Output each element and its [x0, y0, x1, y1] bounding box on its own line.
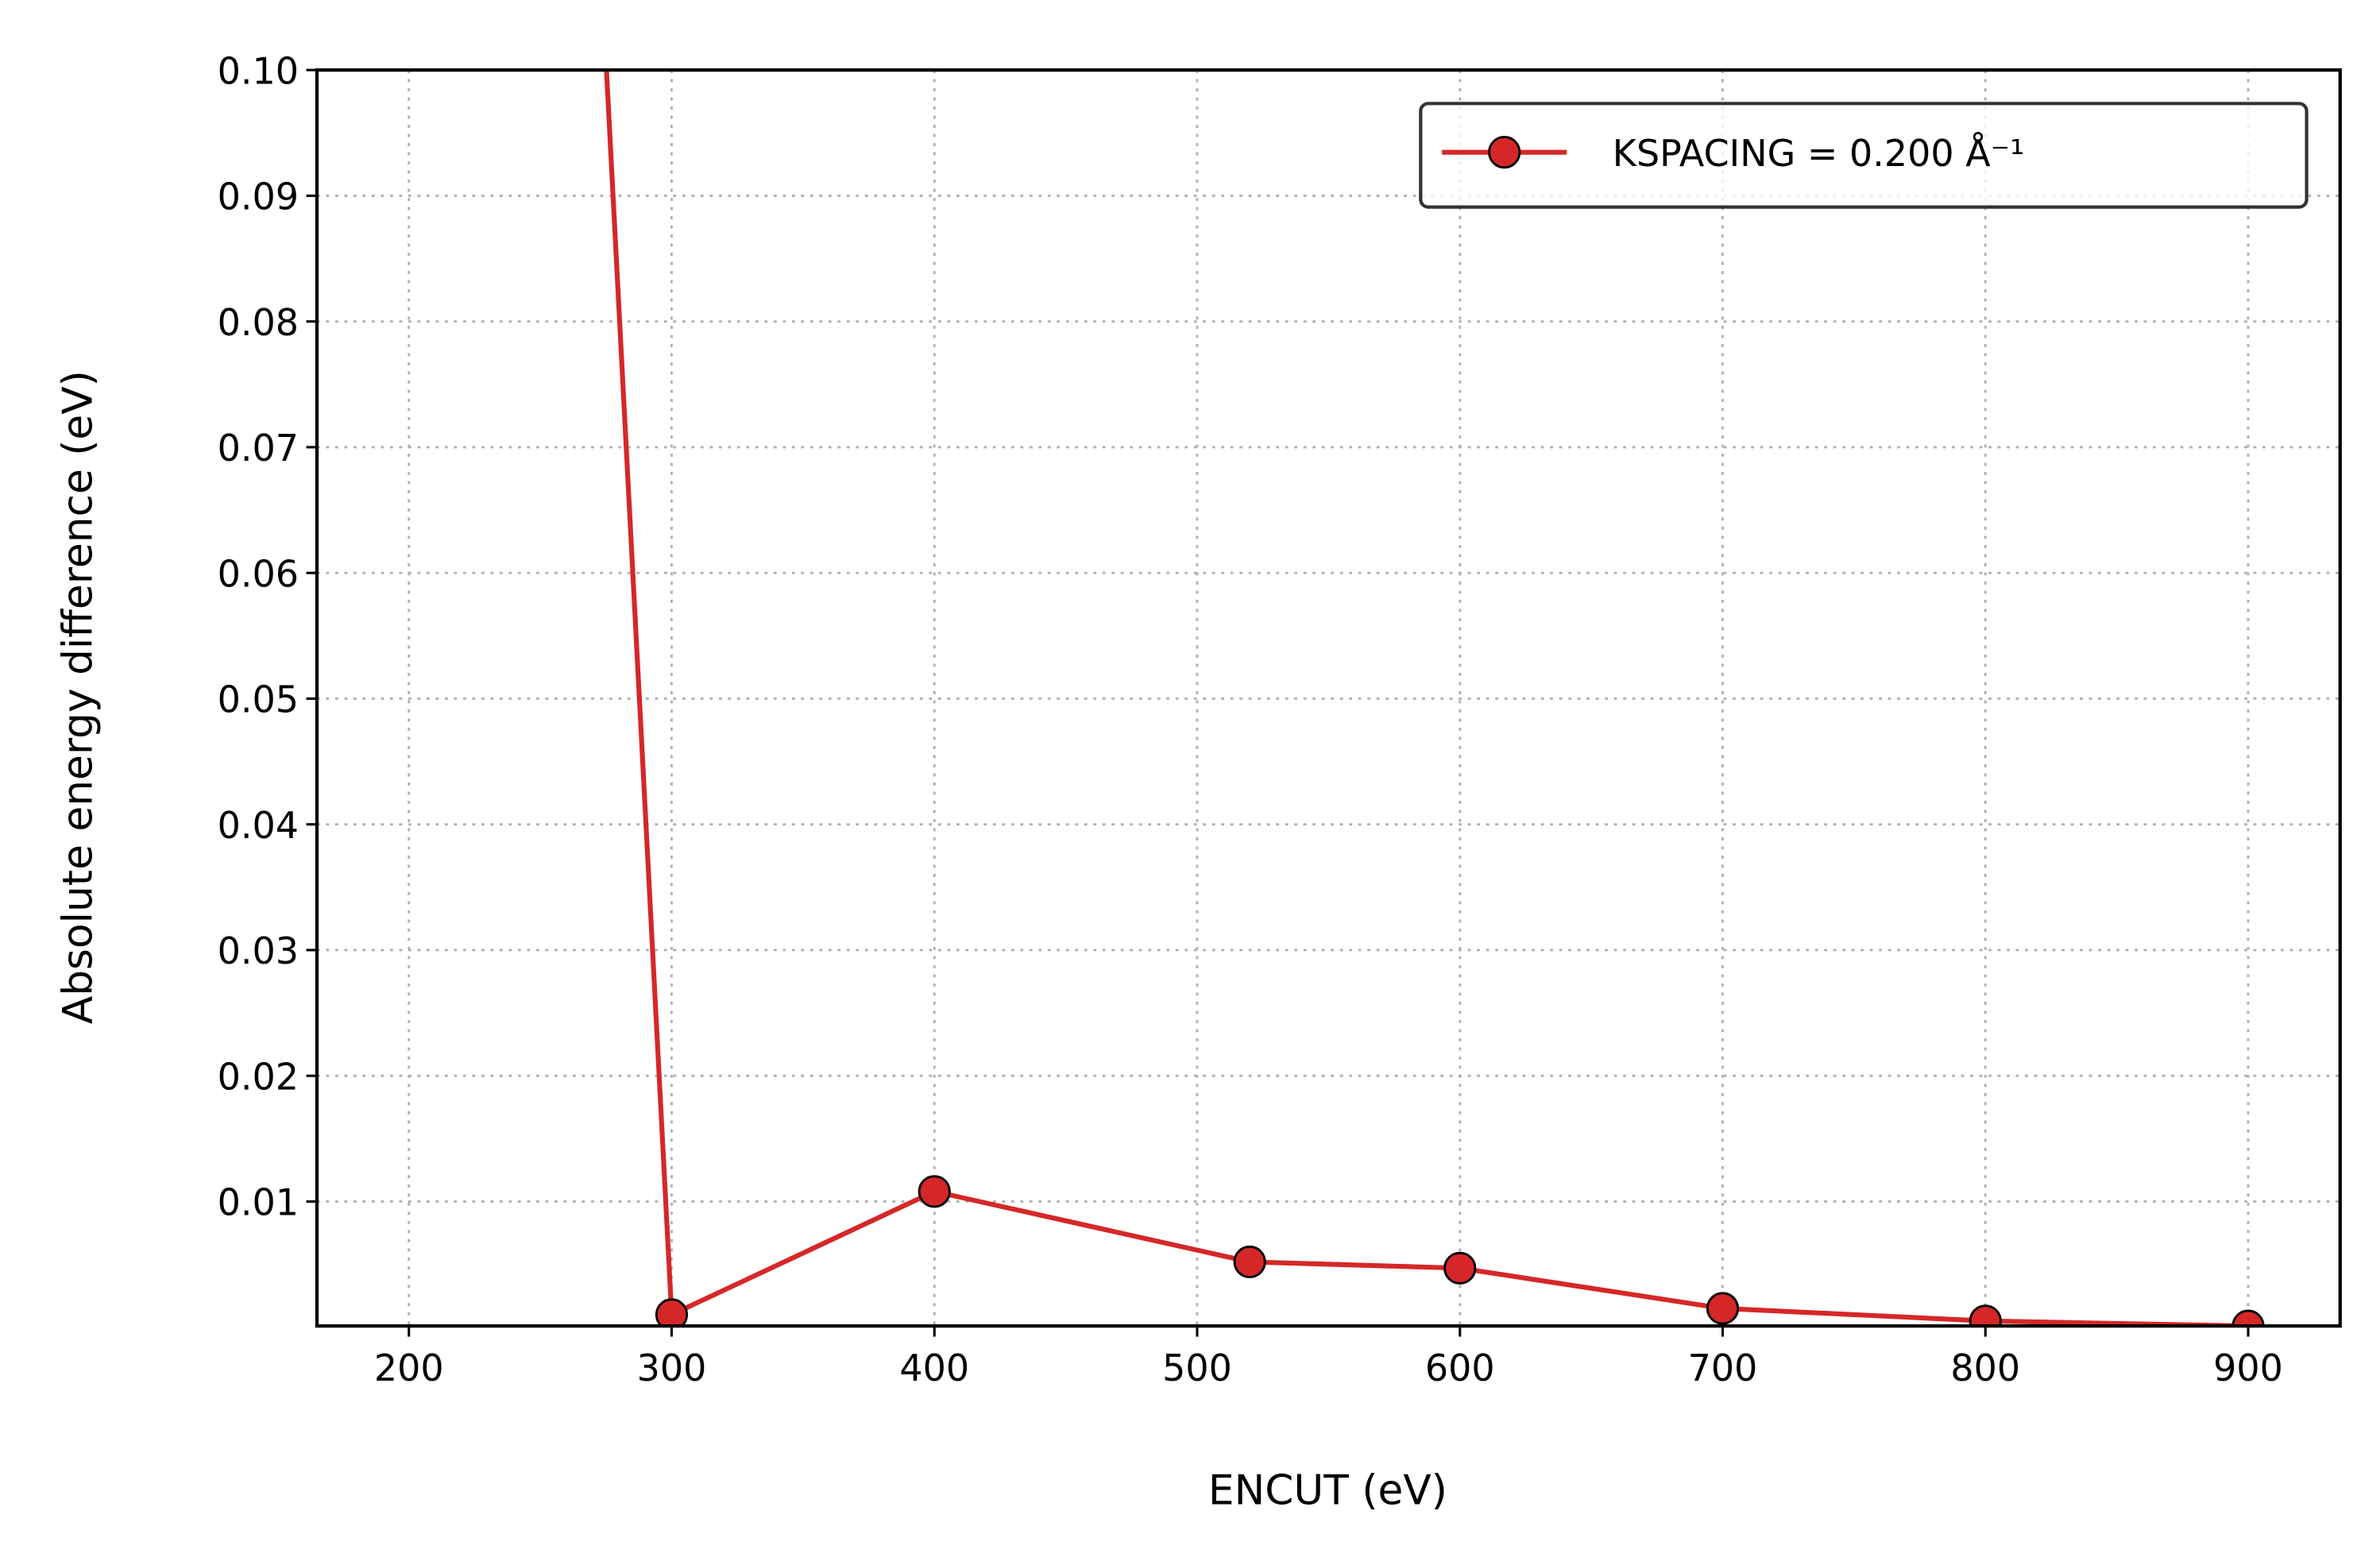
x-tick-label: 800: [1950, 1347, 2020, 1389]
x-tick-label: 500: [1162, 1347, 1232, 1389]
y-tick-label: 0.03: [218, 929, 299, 972]
y-tick-label: 0.07: [218, 427, 299, 470]
data-point: [2231, 1309, 2265, 1327]
x-axis-label: ENCUT (eV): [1208, 1466, 1447, 1514]
legend-marker: [1488, 136, 1521, 169]
y-tick-label: 0.10: [218, 49, 299, 92]
data-point: [1706, 1292, 1740, 1325]
grid: [316, 68, 2340, 1327]
series-line: [604, 70, 2249, 1327]
data-point: [918, 1175, 951, 1208]
plot-frame: [315, 68, 2342, 1328]
x-tick-label: 900: [2213, 1347, 2283, 1389]
plot-area: [604, 70, 2265, 1327]
y-tick-label: 0.04: [218, 804, 299, 847]
y-tick-label: 0.05: [218, 678, 299, 721]
legend-box: [1419, 102, 2309, 209]
y-tick-label: 0.01: [218, 1181, 299, 1224]
data-point: [1233, 1245, 1266, 1279]
y-tick-label: 0.06: [218, 552, 299, 595]
x-tick-label: 700: [1688, 1347, 1758, 1389]
x-tick-label: 200: [374, 1347, 444, 1389]
x-tick-label: 600: [1425, 1347, 1495, 1389]
y-tick-label: 0.08: [218, 301, 299, 344]
y-axis-label: Absolute energy difference (eV): [54, 370, 102, 1024]
x-tick-label: 300: [637, 1347, 707, 1389]
y-tick-label: 0.02: [218, 1055, 299, 1098]
legend-label: KSPACING = 0.200 Å⁻¹: [1613, 132, 2025, 175]
data-point: [1443, 1251, 1477, 1285]
x-tick-label: 400: [899, 1347, 969, 1389]
data-point: [1969, 1304, 2002, 1327]
y-tick-label: 0.09: [218, 176, 299, 218]
data-point: [655, 1298, 689, 1327]
